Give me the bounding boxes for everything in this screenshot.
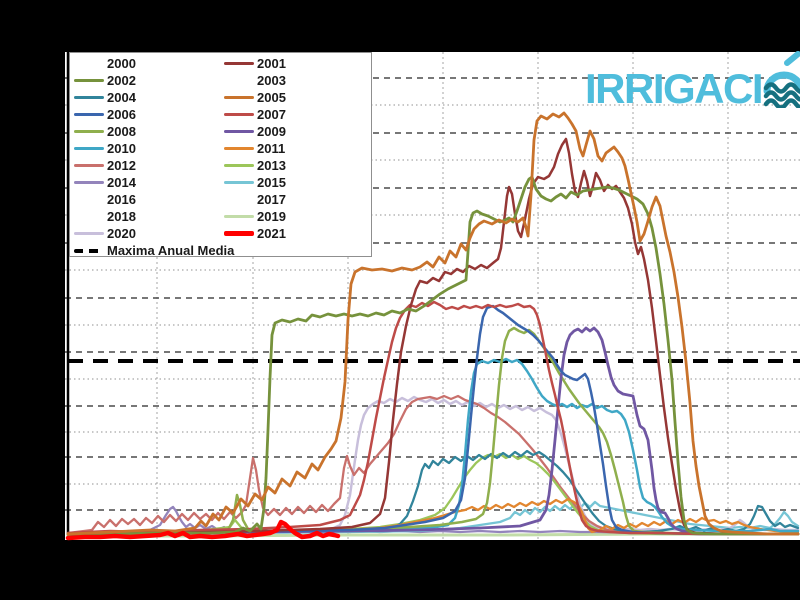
legend-item-2021: 2021: [224, 225, 371, 242]
legend-swatch: [74, 198, 104, 201]
legend-label: 2010: [107, 141, 136, 156]
legend-label: Maxima Anual Media: [107, 243, 235, 258]
legend-item-2015: 2015: [224, 174, 371, 191]
legend-item-2006: 2006: [74, 106, 224, 123]
legend-item-2017: 2017: [224, 191, 371, 208]
legend-item-2010: 2010: [74, 140, 224, 157]
legend-item-2000: 2000: [74, 55, 224, 72]
legend-item-2016: 2016: [74, 191, 224, 208]
legend-label: 2008: [107, 124, 136, 139]
legend-swatch: [224, 215, 254, 218]
legend-label: 2016: [107, 192, 136, 207]
legend-label: 2007: [257, 107, 286, 122]
legend-label: 2011: [257, 141, 286, 156]
legend-swatch: [224, 62, 254, 65]
legend-label: 2000: [107, 56, 136, 71]
legend-swatch: [224, 79, 254, 82]
legend-swatch: [74, 147, 104, 150]
legend-label: 2020: [107, 226, 136, 241]
legend-label: 2002: [107, 73, 136, 88]
legend-label: 2019: [257, 209, 286, 224]
legend-item-2005: 2005: [224, 89, 371, 106]
legend-item-2012: 2012: [74, 157, 224, 174]
legend-swatch: [74, 79, 104, 82]
legend-label: 2001: [257, 56, 286, 71]
legend-swatch: [224, 231, 254, 236]
legend-swatch: [74, 248, 104, 253]
legend-swatch: [74, 232, 104, 235]
legend-swatch: [224, 96, 254, 99]
legend-label: 2004: [107, 90, 136, 105]
legend-item-2014: 2014: [74, 174, 224, 191]
legend-label: 2017: [257, 192, 286, 207]
legend-item-maxima-anual-media: Maxima Anual Media: [74, 242, 371, 259]
legend-swatch: [74, 215, 104, 218]
legend-item-2007: 2007: [224, 106, 371, 123]
legend-swatch: [224, 147, 254, 150]
legend-label: 2021: [257, 226, 286, 241]
legend-item-2011: 2011: [224, 140, 371, 157]
legend-swatch: [74, 164, 104, 167]
legend-label: 2014: [107, 175, 136, 190]
legend-swatch: [224, 164, 254, 167]
legend-item-2001: 2001: [224, 55, 371, 72]
legend-item-2008: 2008: [74, 123, 224, 140]
legend-label: 2018: [107, 209, 136, 224]
series-2021-line: [65, 519, 341, 541]
series-2012-line: [66, 394, 800, 536]
legend-label: 2013: [257, 158, 286, 173]
legend-item-2009: 2009: [224, 123, 371, 140]
series-2007-line: [66, 300, 800, 536]
legend-label: 2006: [107, 107, 136, 122]
legend-swatch: [74, 181, 104, 184]
chart-legend: 2000 2001 2002 2003 2004 2005 2006 2007 2008 2009…: [69, 52, 372, 259]
logo-wave-o-icon: [762, 51, 800, 108]
legend-item-2019: 2019: [224, 208, 371, 225]
legend-item-2003: 2003: [224, 72, 371, 89]
legend-item-2018: 2018: [74, 208, 224, 225]
series-2006-line: [66, 304, 800, 536]
series-2010-line: [66, 357, 800, 536]
series-2001-line: [66, 137, 800, 536]
legend-swatch: [224, 113, 254, 116]
legend-swatch: [74, 130, 104, 133]
logo-text-start: IRRIGACI: [585, 65, 764, 112]
legend-label: 2012: [107, 158, 136, 173]
series-2011-line: [66, 497, 800, 536]
legend-swatch: [224, 198, 254, 201]
legend-item-2013: 2013: [224, 157, 371, 174]
legend-label: 2009: [257, 124, 286, 139]
legend-item-2002: 2002: [74, 72, 224, 89]
legend-label: 2015: [257, 175, 286, 190]
legend-swatch: [74, 62, 104, 65]
legend-swatch: [224, 181, 254, 184]
legend-swatch: [224, 130, 254, 133]
legend-item-2004: 2004: [74, 89, 224, 106]
legend-swatch: [74, 113, 104, 116]
series-2005-line: [66, 111, 800, 536]
legend-label: 2003: [257, 73, 286, 88]
legend-label: 2005: [257, 90, 286, 105]
legend-swatch: [74, 96, 104, 99]
legend-item-2020: 2020: [74, 225, 224, 242]
series-2002-line: [66, 175, 800, 536]
series-2009-line: [66, 326, 800, 536]
irrigacion-logo: IRRIGACI N: [585, 51, 800, 112]
